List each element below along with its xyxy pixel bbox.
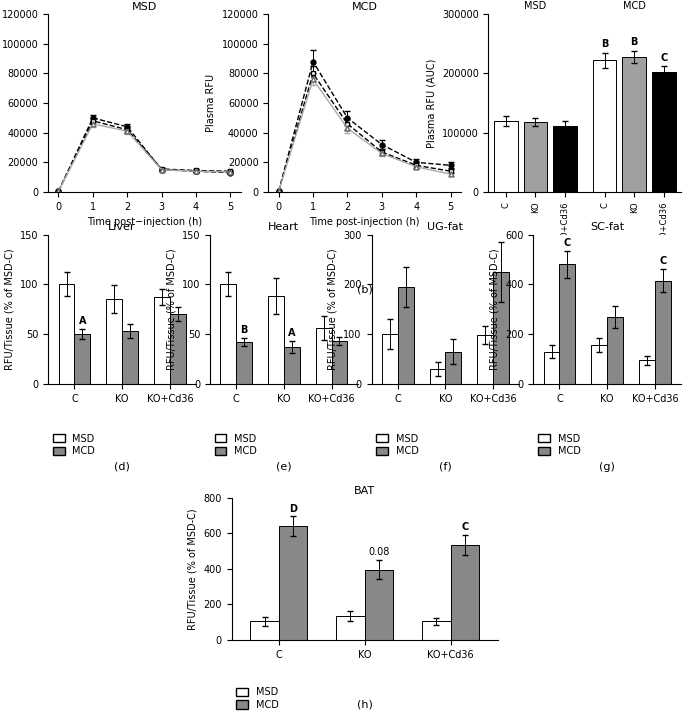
Title: UG-fat: UG-fat [427,223,464,232]
Bar [107,299,122,384]
Bar [592,60,616,192]
Title: SC-fat: SC-fat [590,223,624,232]
Bar [623,57,646,192]
Bar [652,72,676,192]
Text: (c): (c) [577,284,592,294]
Y-axis label: RFU/Tissue (% of MSD-C): RFU/Tissue (% of MSD-C) [327,248,338,370]
Bar [74,334,90,384]
Bar [607,317,623,384]
Text: C: C [659,257,667,267]
Bar [493,272,509,384]
Legend: C, KO, KO+Cd36: C, KO, KO+Cd36 [53,247,129,282]
Bar [316,328,332,384]
Bar [154,297,170,384]
Bar [524,122,547,192]
Y-axis label: RFU/Tissue (% of MSD-C): RFU/Tissue (% of MSD-C) [489,248,499,370]
Bar [655,281,671,384]
Legend: C, KO, KO+Cd36: C, KO, KO+Cd36 [273,247,349,282]
Bar [268,296,284,384]
Bar [250,621,279,640]
Text: (g): (g) [599,461,615,471]
Text: (a): (a) [137,284,152,294]
Bar [553,126,577,192]
Text: (e): (e) [276,461,292,471]
Text: (d): (d) [114,461,130,471]
Text: (f): (f) [439,461,452,471]
Bar [451,545,479,640]
Bar [422,621,451,640]
Bar [122,331,138,384]
Text: D: D [289,503,297,513]
Bar [382,334,398,384]
Text: (b): (b) [357,284,372,294]
Title: Liver: Liver [109,223,136,232]
Text: C: C [461,522,469,532]
Y-axis label: RFU/Tissue (% of MSD-C): RFU/Tissue (% of MSD-C) [4,248,14,370]
Bar [284,347,299,384]
Bar [559,264,575,384]
Text: C: C [563,237,571,248]
Text: B: B [630,38,638,48]
Bar [430,369,446,384]
Bar [58,284,74,384]
Bar [332,341,347,384]
X-axis label: Time post-injection (h): Time post-injection (h) [310,218,420,228]
Legend: MSD, MCD: MSD, MCD [53,434,96,456]
Text: A: A [78,316,86,326]
Text: B: B [601,39,608,49]
Legend: MSD, MCD: MSD, MCD [237,688,279,710]
Bar [336,616,365,640]
Bar [279,526,307,640]
Y-axis label: Plasma RFU (AUC): Plasma RFU (AUC) [427,58,436,148]
Title: MCD: MCD [352,2,378,12]
Bar [639,360,655,384]
Y-axis label: RFU/Tissue (% of MSD-C): RFU/Tissue (% of MSD-C) [188,508,197,630]
Bar [365,570,393,640]
Bar [477,335,493,384]
Text: MCD: MCD [623,1,645,11]
Y-axis label: Plasma RFU: Plasma RFU [206,74,216,132]
Bar [170,314,186,384]
Legend: MSD, MCD: MSD, MCD [538,434,581,456]
Legend: MSD, MCD: MSD, MCD [215,434,257,456]
Bar [446,351,461,384]
Title: Heart: Heart [268,223,299,232]
Bar [398,287,413,384]
X-axis label: Time post−injection (h): Time post−injection (h) [87,218,202,228]
Title: MSD: MSD [132,2,157,12]
Bar [544,351,559,384]
Bar [220,284,236,384]
Text: A: A [288,328,295,338]
Text: 0.08: 0.08 [368,547,389,557]
Text: (h): (h) [356,700,373,710]
Text: C: C [660,53,667,63]
Text: MSD: MSD [524,1,546,11]
Legend: MSD, MCD: MSD, MCD [376,434,419,456]
Text: B: B [240,325,248,335]
Bar [592,346,607,384]
Bar [236,342,252,384]
Y-axis label: RFU/Tissue (% of MSD-C): RFU/Tissue (% of MSD-C) [166,248,176,370]
Bar [494,121,517,192]
Title: BAT: BAT [354,486,375,496]
